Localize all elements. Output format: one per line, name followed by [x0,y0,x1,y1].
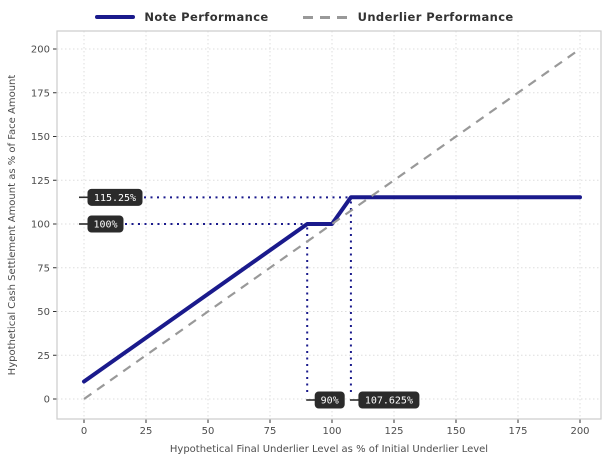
annotation-boxes-layer: 115.25% 100% 90% 107.625% [79,188,420,409]
y-tick-label: 175 [31,88,50,99]
series-layer [82,48,582,400]
y-annotation-label-box [87,215,124,233]
x-annotation-label-text: 90% [321,396,339,407]
x-tick-label: 75 [264,426,277,437]
x-tick-label: 200 [570,426,589,437]
y-tick-label: 50 [37,307,50,318]
x-axis-title: Hypothetical Final Underlier Level as % … [170,444,488,455]
y-tick-label: 25 [37,351,50,362]
plot-border [56,30,602,420]
x-tick-label: 0 [81,426,87,437]
x-tick-label: 25 [140,426,153,437]
x-tick-label: 150 [446,426,465,437]
y-tick-label: 100 [31,220,50,231]
legend-item-note-performance: Note Performance [95,10,268,24]
y-annotation-label-box [87,188,143,206]
underlier-dashed-line-swatch-icon [302,15,349,19]
y-tick-label: 200 [31,45,50,56]
y-tick-label: 0 [44,395,50,406]
y-tick-label: 125 [31,176,50,187]
x-annotation-label-box [358,391,420,409]
x-tick-label: 125 [384,426,403,437]
legend-label-note-performance: Note Performance [144,10,269,24]
note-solid-line-swatch-icon [95,15,136,19]
x-tick-label: 50 [202,426,215,437]
legend-item-underlier-performance: Underlier Performance [302,10,514,24]
series-line-note-performance [82,195,582,384]
x-tick-label: 100 [322,426,341,437]
y-tick-label: 150 [31,132,50,143]
series-line-underlier-performance [83,48,581,400]
legend-label-underlier-performance: Underlier Performance [357,10,514,24]
y-annotation-label-text: 100% [93,220,117,231]
annotation-lines-layer [125,196,352,392]
chart-legend: Note Performance Underlier Performance [0,5,609,29]
x-annotation-label-box [314,391,345,409]
x-tick-label: 175 [508,426,527,437]
y-axis-title: Hypothetical Cash Settlement Amount as %… [7,75,18,376]
y-tick-label: 75 [37,263,50,274]
x-annotation-label-text: 107.625% [365,396,413,407]
y-annotation-label-text: 115.25% [94,193,136,204]
